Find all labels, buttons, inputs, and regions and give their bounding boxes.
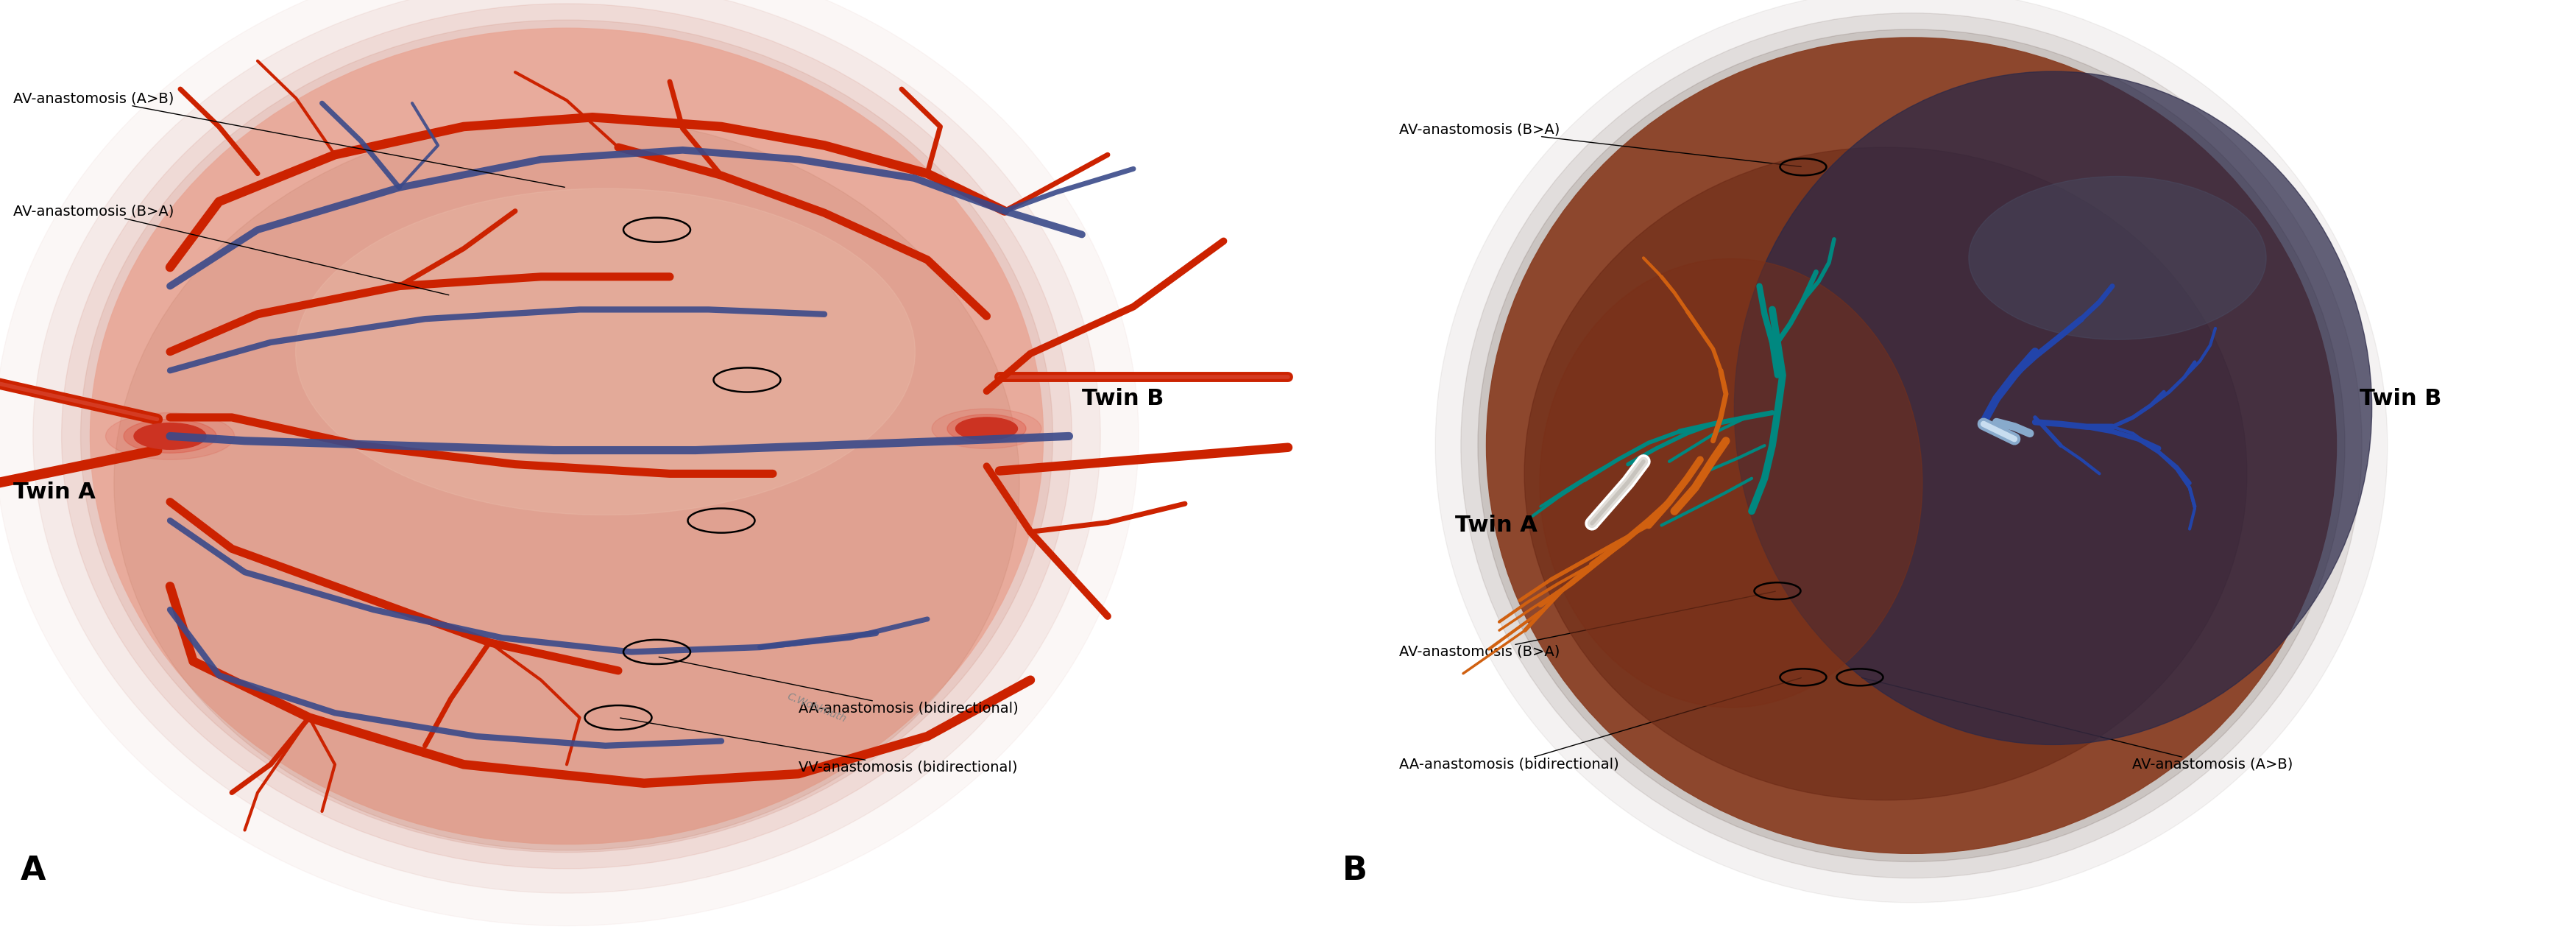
Ellipse shape [80,20,1054,853]
Circle shape [134,423,206,449]
Circle shape [106,413,234,460]
Text: B: B [1342,855,1368,886]
Ellipse shape [1479,29,2344,862]
Ellipse shape [1435,0,2388,902]
Ellipse shape [1540,259,1922,707]
Text: AA-anastomosis (bidirectional): AA-anastomosis (bidirectional) [659,657,1018,715]
Ellipse shape [90,28,1043,844]
Text: AV-anastomosis (B>A): AV-anastomosis (B>A) [1399,591,1775,658]
Ellipse shape [33,0,1100,893]
Ellipse shape [1486,38,2336,854]
Ellipse shape [1461,13,2362,878]
Ellipse shape [62,4,1072,869]
Circle shape [124,419,216,453]
Text: AV-anastomosis (A>B): AV-anastomosis (A>B) [1862,678,2293,771]
Text: VV-anastomosis (bidirectional): VV-anastomosis (bidirectional) [621,718,1018,774]
Ellipse shape [0,0,1139,926]
Bar [1296,0,2576,938]
Circle shape [933,409,1041,448]
Text: AV-anastomosis (A>B): AV-anastomosis (A>B) [13,92,564,188]
Text: Twin A: Twin A [1455,515,1538,536]
Text: AV-anastomosis (B>A): AV-anastomosis (B>A) [1399,123,1801,167]
Ellipse shape [113,115,1020,850]
Ellipse shape [296,189,914,515]
Text: Twin A: Twin A [13,482,95,503]
Text: Twin B: Twin B [2360,388,2442,409]
Text: C.Wohlmuth: C.Wohlmuth [786,691,848,724]
Circle shape [956,417,1018,440]
Text: AV-anastomosis (B>A): AV-anastomosis (B>A) [13,204,448,295]
Ellipse shape [1525,147,2246,800]
Text: Twin B: Twin B [1082,388,1164,409]
Ellipse shape [1968,176,2267,340]
Text: AA-anastomosis (bidirectional): AA-anastomosis (bidirectional) [1399,678,1801,771]
Ellipse shape [1734,71,2372,745]
Text: A: A [21,855,46,886]
Circle shape [948,415,1025,443]
